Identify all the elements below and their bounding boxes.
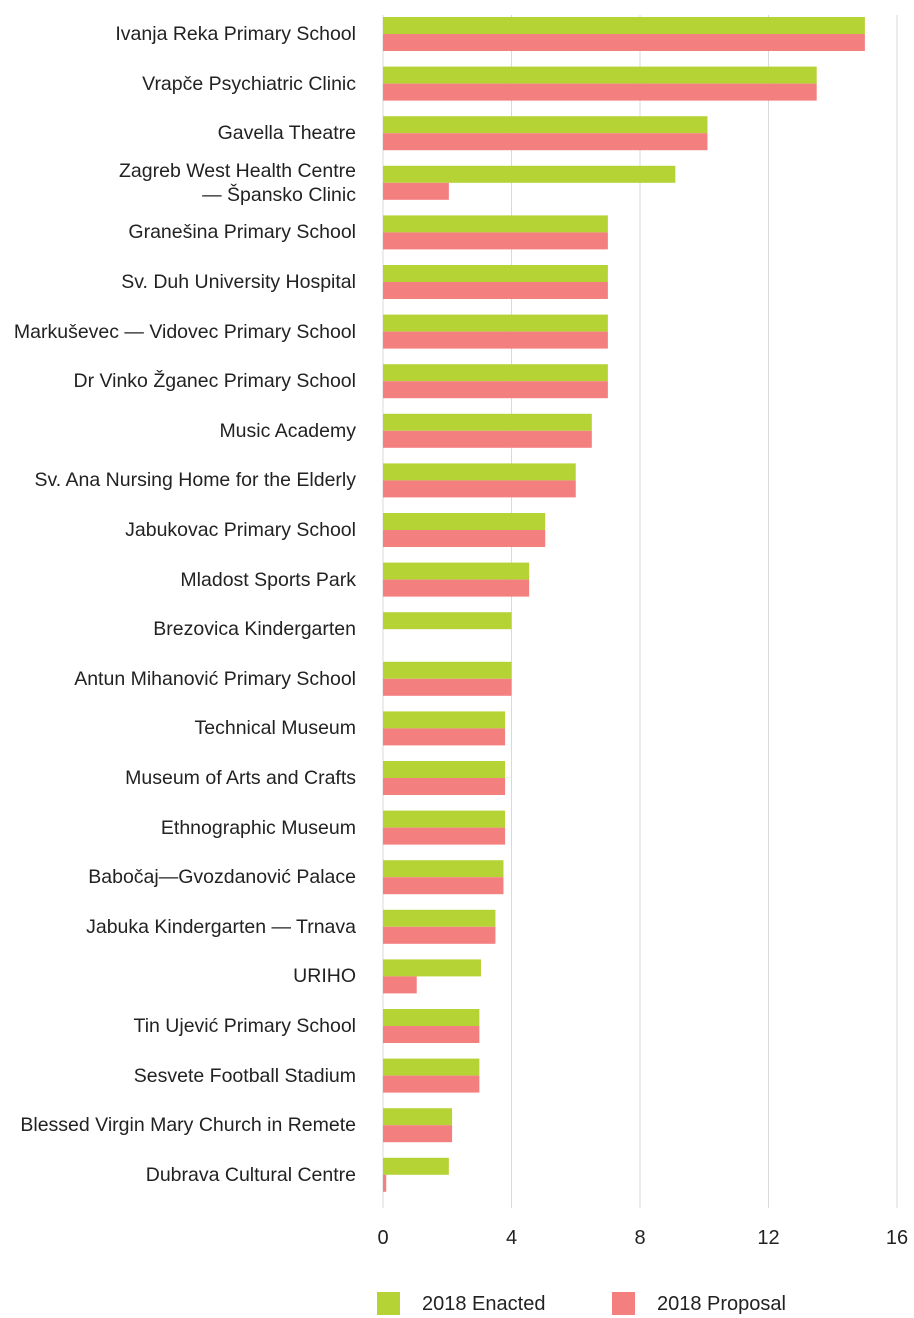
bar xyxy=(383,909,496,927)
bar xyxy=(383,778,506,795)
y-tick-label: Ethnographic Museum xyxy=(160,816,356,839)
y-tick-label: Sesvete Football Stadium xyxy=(133,1064,356,1087)
y-tick-label: Babočaj—Gvozdanović Palace xyxy=(88,866,356,889)
x-tick-label: 16 xyxy=(886,1227,908,1249)
bar xyxy=(383,364,608,382)
bar xyxy=(383,728,506,746)
y-tick-label: Vrapče Psychiatric Clinic xyxy=(142,72,356,95)
bar xyxy=(383,1026,480,1043)
bar xyxy=(383,562,530,580)
bar xyxy=(383,976,417,994)
legend-label: 2018 Proposal xyxy=(657,1293,786,1315)
y-tick-label: Antun Mihanović Primary School xyxy=(74,667,356,690)
bar xyxy=(383,530,546,547)
bar xyxy=(383,314,608,332)
bar xyxy=(383,1174,387,1192)
bar xyxy=(383,877,504,895)
bar xyxy=(383,1108,453,1126)
bar xyxy=(383,133,708,151)
bar xyxy=(383,761,506,778)
bar xyxy=(383,678,512,696)
bar xyxy=(383,331,608,349)
bar xyxy=(383,182,449,200)
bar xyxy=(383,66,817,84)
legend-swatch xyxy=(612,1292,635,1315)
y-tick-label: Sv. Duh University Hospital xyxy=(121,271,356,293)
bar xyxy=(383,1075,480,1093)
bar xyxy=(383,34,865,51)
y-tick-label: Museum of Arts and Crafts xyxy=(125,767,356,789)
x-tick-label: 8 xyxy=(634,1227,645,1249)
bar xyxy=(383,1058,480,1076)
bar xyxy=(383,17,865,34)
bar xyxy=(383,1157,449,1175)
y-tick-label: Jabukovac Primary School xyxy=(125,519,356,541)
y-tick-label: Tin Ujević Primary School xyxy=(133,1015,357,1037)
bar xyxy=(383,827,506,845)
bar xyxy=(383,959,481,977)
y-tick-label: Technical Museum xyxy=(194,717,356,740)
bar xyxy=(383,463,576,481)
bar xyxy=(383,1125,453,1143)
y-tick-label: Granešina Primary School xyxy=(128,221,356,244)
y-tick-label: Brezovica Kindergarten xyxy=(153,618,356,641)
y-tick-label: Dr Vinko Žganec Primary School xyxy=(73,370,356,393)
bar xyxy=(383,1009,480,1026)
bar xyxy=(383,232,608,250)
x-tick-label: 4 xyxy=(506,1227,517,1249)
legend-swatch xyxy=(377,1292,400,1315)
bar xyxy=(383,381,608,399)
y-tick-label: URIHO xyxy=(293,965,356,988)
y-tick-label: Markuševec — Vidovec Primary School xyxy=(13,320,356,343)
x-tick-label: 12 xyxy=(757,1227,779,1249)
y-tick-label: Zagreb West Health Centre — Špansko Clin… xyxy=(119,159,356,206)
bar xyxy=(383,83,817,101)
bar xyxy=(383,480,576,498)
bar xyxy=(383,711,506,729)
bar xyxy=(383,430,592,448)
bar xyxy=(383,413,592,431)
y-tick-label: Jabuka Kindergarten — Trnava xyxy=(86,915,356,938)
bar xyxy=(383,810,506,828)
y-tick-label: Gavella Theatre xyxy=(217,122,356,145)
y-tick-label: Music Academy xyxy=(219,419,356,442)
x-tick-label: 0 xyxy=(377,1227,388,1249)
y-tick-label: Ivanja Reka Primary School xyxy=(115,23,356,45)
bar xyxy=(383,282,608,299)
y-tick-label: Mladost Sports Park xyxy=(180,568,356,591)
bar xyxy=(383,661,512,679)
y-tick-label: Sv. Ana Nursing Home for the Elderly xyxy=(34,469,356,492)
bar xyxy=(383,116,708,134)
bar xyxy=(383,265,608,282)
bar xyxy=(383,612,512,630)
bar xyxy=(383,860,504,878)
bar xyxy=(383,215,608,233)
bar xyxy=(383,513,546,530)
bar xyxy=(383,926,496,944)
y-tick-label: Blessed Virgin Mary Church in Remete xyxy=(20,1114,356,1137)
legend-label: 2018 Enacted xyxy=(422,1293,545,1315)
bar xyxy=(383,579,530,597)
bar xyxy=(383,165,676,183)
y-tick-label: Dubrava Cultural Centre xyxy=(145,1163,356,1186)
